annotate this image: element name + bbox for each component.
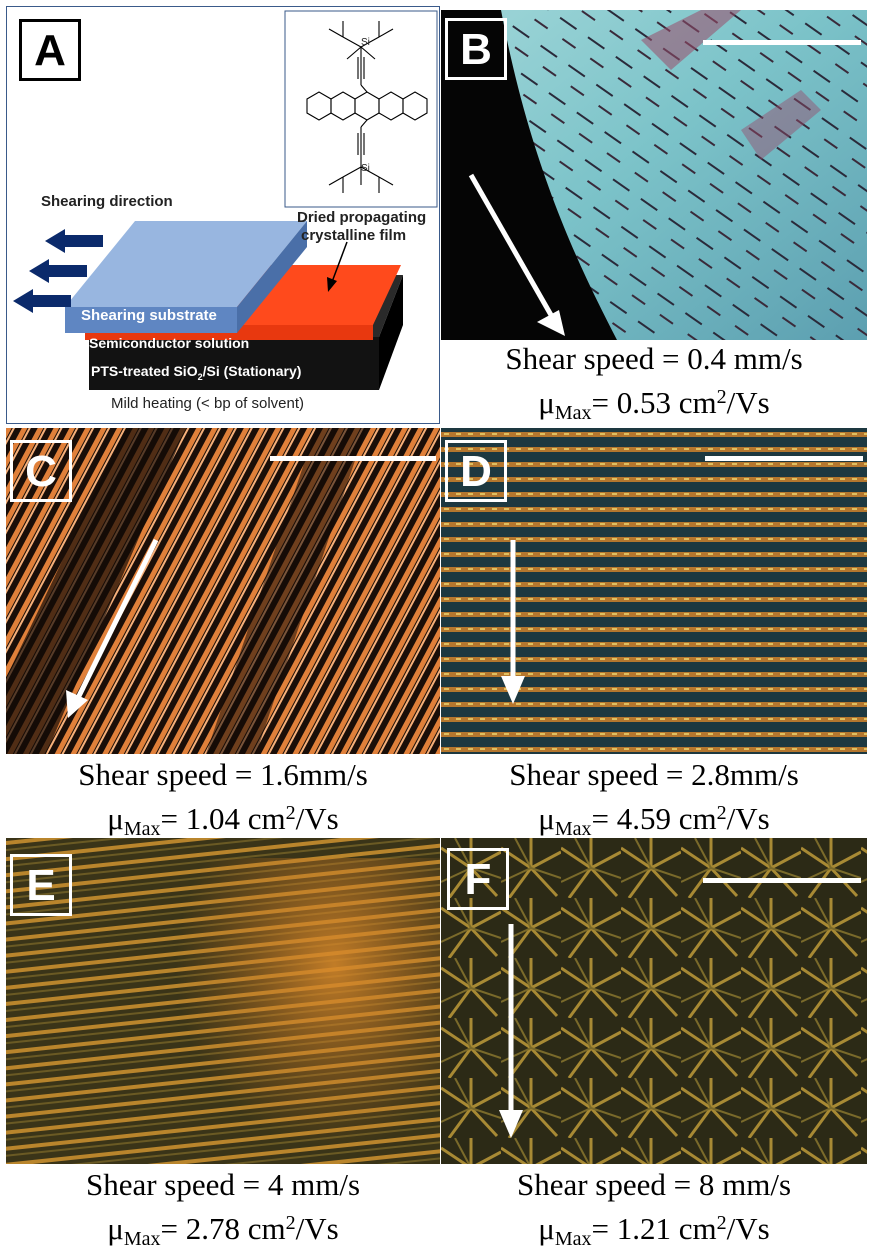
molecule-si-top: Si — [361, 37, 370, 48]
micrograph-c-image — [6, 428, 440, 754]
substrate-top — [65, 221, 307, 307]
micrograph-b-image — [441, 10, 867, 340]
shear-arrow-c — [66, 538, 159, 718]
scale-bar-f — [703, 878, 861, 883]
scale-bar-b — [703, 40, 861, 45]
base-layer-front — [89, 337, 379, 390]
panel-label-a: A — [19, 19, 81, 81]
panel-label-d: D — [445, 440, 507, 502]
speed-f: Shear speed = 8 mm/s — [516, 1167, 792, 1202]
panel-f-micrograph: F — [441, 838, 867, 1164]
dried-film-label-line2: crystalline film — [301, 227, 407, 244]
panel-c-micrograph: C — [6, 428, 440, 754]
shear-arrow-d — [501, 540, 525, 704]
shear-arrow-f — [499, 924, 523, 1138]
mild-heating-label: Mild heating (< bp of solvent) — [111, 395, 305, 412]
panel-label-b: B — [445, 18, 507, 80]
base-layer-side — [379, 275, 403, 390]
shearing-setup-diagram — [13, 10, 438, 390]
caption-d: Shear speed = 2.8mm/s μMax= 4.59 cm2/Vs — [441, 756, 867, 848]
substrate-side — [237, 221, 307, 333]
panel-label-f: F — [447, 848, 509, 910]
speed-e: Shear speed = 4 mm/s — [85, 1167, 361, 1202]
speed-d: Shear speed = 2.8mm/s — [509, 757, 799, 792]
substrate-front — [65, 307, 237, 333]
pts-treated-label: PTS-treated SiO2/Si (Stationary) — [91, 363, 302, 382]
caption-e: Shear speed = 4 mm/s μMax= 2.78 cm2/Vs — [6, 1166, 440, 1258]
caption-c: Shear speed = 1.6mm/s μMax= 1.04 cm2/Vs — [6, 756, 440, 848]
panel-label-c: C — [10, 440, 72, 502]
speed-c: Shear speed = 1.6mm/s — [78, 757, 368, 792]
shearing-direction-arrows — [13, 229, 103, 313]
caption-b: Shear speed = 0.4 mm/s μMax= 0.53 cm2/Vs — [441, 340, 867, 432]
caption-f: Shear speed = 8 mm/s μMax= 1.21 cm2/Vs — [441, 1166, 867, 1258]
panel-d-micrograph: D — [441, 428, 867, 754]
micrograph-e-image — [6, 838, 440, 1164]
panel-b-micrograph: B — [441, 10, 867, 340]
mobility-f: μMax= 1.21 cm2/Vs — [538, 1211, 770, 1250]
mobility-e: μMax= 2.78 cm2/Vs — [107, 1211, 339, 1250]
panel-a-schematic: A Si Si Shearing direction Dried propaga… — [6, 6, 440, 424]
semiconductor-solution-label: Semiconductor solution — [89, 335, 250, 351]
shearing-substrate-label: Shearing substrate — [81, 307, 217, 324]
panel-e-micrograph: E — [6, 838, 440, 1164]
dried-film-label-line1: Dried propagating — [297, 209, 427, 226]
shearing-direction-label: Shearing direction — [41, 193, 173, 210]
mobility-d: μMax= 4.59 cm2/Vs — [538, 801, 770, 840]
mobility-b: μMax= 0.53 cm2/Vs — [538, 385, 770, 424]
mobility-c: μMax= 1.04 cm2/Vs — [107, 801, 339, 840]
molecule-si-bottom: Si — [361, 163, 370, 174]
shear-arrow-b — [468, 173, 565, 336]
speed-b: Shear speed = 0.4 mm/s — [505, 341, 803, 376]
scale-bar-d — [705, 456, 863, 461]
panel-label-e: E — [10, 854, 72, 916]
tips-pentacene-structure — [306, 21, 428, 193]
scale-bar-c — [270, 456, 436, 461]
